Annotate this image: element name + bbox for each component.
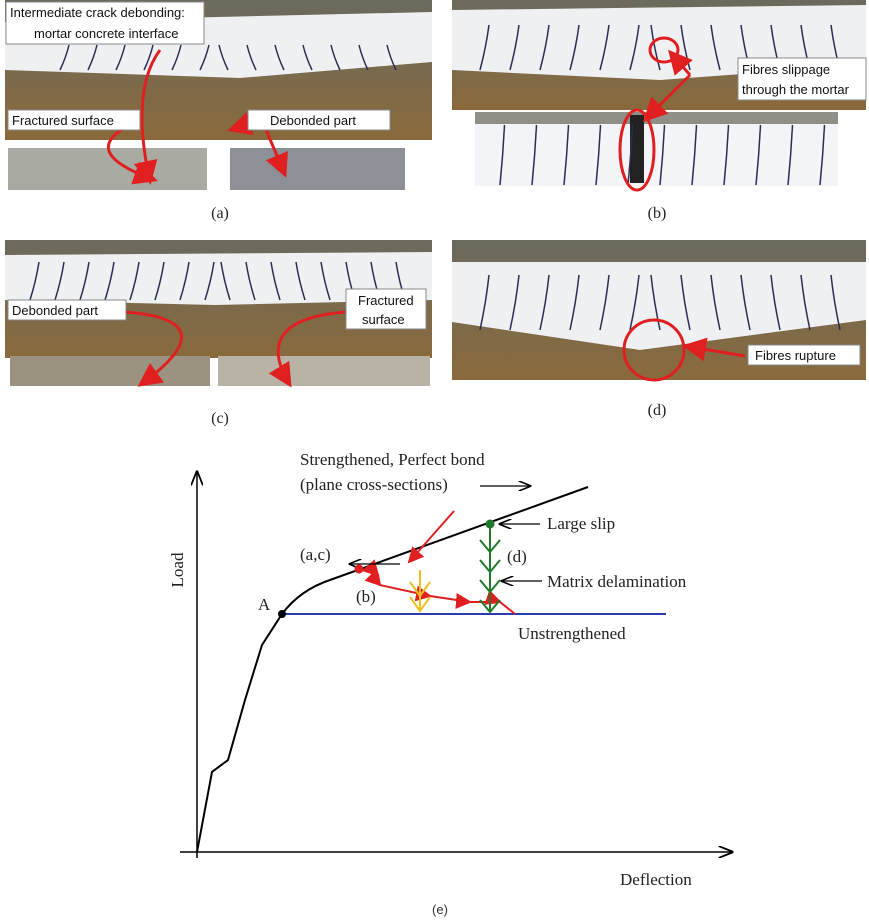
caption: (c) <box>211 410 229 427</box>
callout: Fractured surface <box>12 113 114 128</box>
callout: through the mortar <box>742 82 850 97</box>
diagram <box>180 472 732 858</box>
label: (plane cross-sections) <box>300 475 448 494</box>
y-axis-label: Load <box>168 552 187 587</box>
callout: Debonded part <box>12 303 98 318</box>
callout: surface <box>362 312 405 327</box>
figure: Intermediate crack debonding: mortar con… <box>0 0 869 921</box>
label: A <box>258 595 271 614</box>
callout: Intermediate crack debonding: <box>10 5 185 20</box>
callout: Fibres rupture <box>755 348 836 363</box>
label: Unstrengthened <box>518 624 626 643</box>
label: (a,c) <box>300 545 331 564</box>
callout: mortar concrete interface <box>34 26 179 41</box>
callout: Debonded part <box>270 113 356 128</box>
caption: (d) <box>648 402 667 419</box>
x-axis-label: Deflection <box>620 870 692 889</box>
caption: (e) <box>432 902 448 917</box>
label: (d) <box>507 547 527 566</box>
caption: (b) <box>648 205 667 222</box>
label: Strengthened, Perfect bond <box>300 450 485 469</box>
caption: (a) <box>211 205 229 222</box>
label: (b) <box>356 587 376 606</box>
callout: Fibres slippage <box>742 62 830 77</box>
label: Large slip <box>547 514 615 533</box>
callout: Fractured <box>358 293 414 308</box>
label: Matrix delamination <box>547 572 687 591</box>
